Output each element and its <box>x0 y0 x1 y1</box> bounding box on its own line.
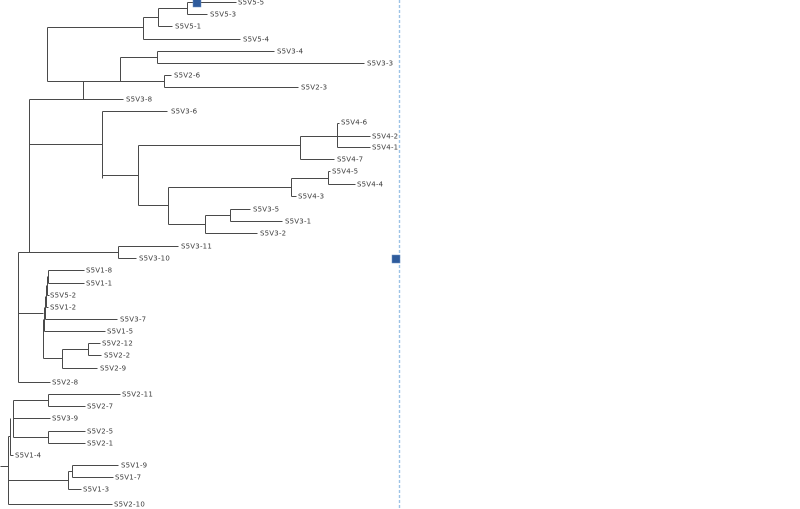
tree-leaf-label: S5V2-1 <box>87 440 113 448</box>
tree-leaf-label: S5V4-2 <box>372 133 398 141</box>
tree-leaf-label: S5V1-9 <box>121 462 147 470</box>
tree-leaf-label: S5V1-5 <box>107 328 133 336</box>
tree-leaf-label: S5V5-2 <box>50 292 76 300</box>
tree-leaf-label: S5V2-10 <box>114 501 145 509</box>
tree-leaf-label: S5V4-5 <box>332 168 358 176</box>
tree-leaf-label: S5V3-1 <box>285 218 311 226</box>
tree-leaf-label: S5V5-4 <box>243 36 270 44</box>
tree-leaf-label: S5V3-2 <box>260 230 286 238</box>
tree-leaf-label: S5V2-8 <box>52 379 78 387</box>
tree-leaf-label: S5V2-11 <box>122 391 153 399</box>
tree-leaf-label: S5V1-1 <box>86 280 112 288</box>
selection-handle-right[interactable] <box>391 254 401 264</box>
tree-leaf-label: S5V4-4 <box>357 181 384 189</box>
tree-leaf-label: S5V1-2 <box>50 304 76 312</box>
tree-leaf-label: S5V4-6 <box>341 119 368 127</box>
tree-leaf-label: S5V3-7 <box>120 316 146 324</box>
tree-leaf-label: S5V1-8 <box>86 267 112 275</box>
tree-leaf-label: S5V2-5 <box>87 428 113 436</box>
tree-leaf-label: S5V1-4 <box>15 452 42 460</box>
tree-leaf-label: S5V3-6 <box>171 108 198 116</box>
tree-leaf-label: S5V5-5 <box>238 0 264 7</box>
tree-leaf-label: S5V1-3 <box>83 486 109 494</box>
tree-leaf-label: S5V3-11 <box>181 243 212 251</box>
tree-leaf-label: S5V3-10 <box>139 255 170 263</box>
tree-leaf-label: S5V3-4 <box>277 48 304 56</box>
tree-leaf-label: S5V2-9 <box>100 365 126 373</box>
selection-handle-top[interactable] <box>192 0 202 8</box>
tree-leaf-label: S5V4-7 <box>337 156 363 164</box>
tree-leaf-label: S5V3-8 <box>126 96 152 104</box>
tree-leaf-label: S5V1-7 <box>115 474 141 482</box>
tree-leaf-label: S5V3-9 <box>52 415 78 423</box>
tree-leaf-label: S5V2-6 <box>174 72 201 80</box>
tree-leaf-label: S5V5-1 <box>175 23 201 31</box>
tree-leaf-label: S5V4-1 <box>372 144 398 152</box>
tree-leaf-label: S5V2-3 <box>301 84 327 92</box>
tree-leaf-label: S5V2-7 <box>87 403 113 411</box>
tree-leaf-label: S5V5-3 <box>210 11 236 19</box>
tree-leaf-label: S5V3-3 <box>367 60 393 68</box>
tree-leaf-label: S5V4-3 <box>298 193 324 201</box>
tree-leaf-label: S5V2-2 <box>104 352 130 360</box>
tree-leaf-label: S5V3-5 <box>253 206 279 214</box>
tree-leaf-label: S5V2-12 <box>102 340 133 348</box>
